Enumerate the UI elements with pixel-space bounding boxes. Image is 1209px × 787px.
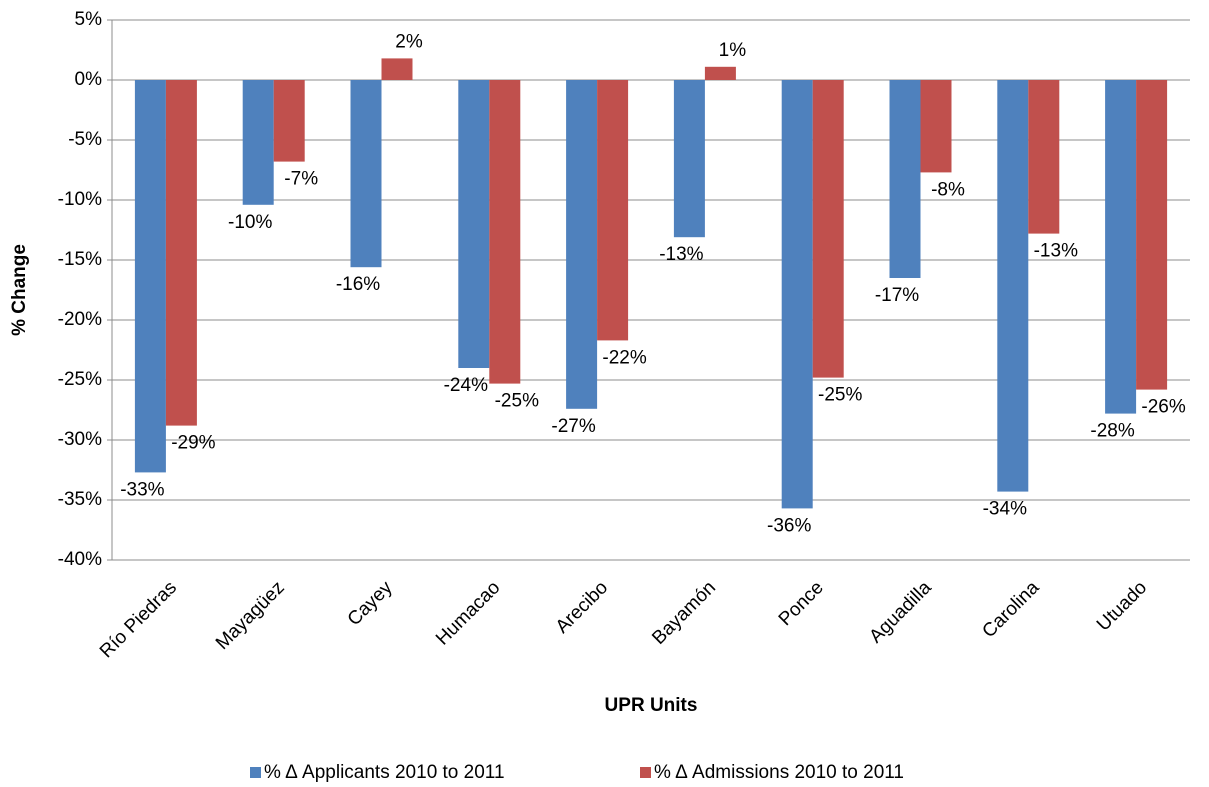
x-tick-label: Aguadilla bbox=[865, 577, 935, 647]
data-label: -34% bbox=[983, 499, 1027, 520]
x-tick-label: Mayagüez bbox=[212, 577, 289, 654]
y-tick-label: -25% bbox=[58, 369, 102, 390]
legend-swatch bbox=[250, 767, 261, 778]
data-label: -25% bbox=[495, 391, 539, 412]
x-tick-label: Bayamón bbox=[648, 577, 720, 649]
bar bbox=[673, 80, 705, 238]
data-label: -33% bbox=[120, 479, 164, 500]
bar bbox=[920, 80, 952, 173]
data-label: -10% bbox=[228, 212, 272, 233]
data-label: -8% bbox=[931, 179, 965, 200]
y-tick-label: -20% bbox=[58, 309, 102, 330]
x-tick-label: Humacao bbox=[432, 577, 504, 649]
bar bbox=[566, 80, 598, 409]
x-axis-label: UPR Units bbox=[605, 695, 698, 716]
y-tick-label: 0% bbox=[75, 69, 103, 90]
x-tick-label: Utuado bbox=[1093, 577, 1151, 635]
data-label: -24% bbox=[444, 375, 488, 396]
data-label: -26% bbox=[1141, 397, 1185, 418]
y-tick-label: -10% bbox=[58, 189, 102, 210]
bar bbox=[458, 80, 490, 368]
bar bbox=[597, 80, 629, 341]
data-label: -22% bbox=[602, 347, 646, 368]
bar bbox=[273, 80, 305, 162]
x-tick-label: Cayey bbox=[344, 577, 397, 630]
bar bbox=[997, 80, 1029, 492]
data-label: -28% bbox=[1090, 421, 1134, 442]
data-label: -13% bbox=[659, 244, 703, 265]
bar bbox=[350, 80, 382, 268]
data-label: -13% bbox=[1034, 241, 1078, 262]
legend-swatch bbox=[640, 767, 651, 778]
bar bbox=[889, 80, 921, 278]
data-label: -7% bbox=[284, 169, 318, 190]
y-tick-label: -30% bbox=[58, 429, 102, 450]
bar bbox=[812, 80, 844, 378]
data-label: -17% bbox=[875, 285, 919, 306]
bar bbox=[165, 80, 197, 426]
legend-label: % Δ Admissions 2010 to 2011 bbox=[654, 762, 904, 783]
bar bbox=[1136, 80, 1168, 390]
bar bbox=[242, 80, 274, 205]
bar bbox=[1028, 80, 1060, 234]
bar bbox=[1105, 80, 1137, 414]
data-label: 1% bbox=[719, 40, 747, 61]
data-label: -25% bbox=[818, 385, 862, 406]
bar bbox=[704, 66, 736, 80]
y-tick-label: 5% bbox=[75, 9, 103, 30]
data-label: -16% bbox=[336, 274, 380, 295]
bar bbox=[381, 58, 413, 80]
y-tick-label: -15% bbox=[58, 249, 102, 270]
bar bbox=[781, 80, 813, 509]
bar bbox=[134, 80, 166, 473]
data-label: -36% bbox=[767, 515, 811, 536]
data-label: -27% bbox=[551, 416, 595, 437]
x-tick-label: Arecibo bbox=[552, 577, 612, 637]
y-tick-label: -5% bbox=[68, 129, 102, 150]
data-label: 2% bbox=[395, 31, 423, 52]
y-axis-label: % Change bbox=[9, 244, 30, 336]
x-tick-label: Carolina bbox=[978, 577, 1043, 642]
legend-label: % Δ Applicants 2010 to 2011 bbox=[264, 762, 505, 783]
x-tick-label: Río Piedras bbox=[96, 577, 181, 662]
y-tick-label: -35% bbox=[58, 489, 102, 510]
x-tick-label: Ponce bbox=[775, 577, 828, 630]
bar bbox=[489, 80, 521, 384]
y-tick-label: -40% bbox=[58, 549, 102, 570]
data-label: -29% bbox=[171, 433, 215, 454]
